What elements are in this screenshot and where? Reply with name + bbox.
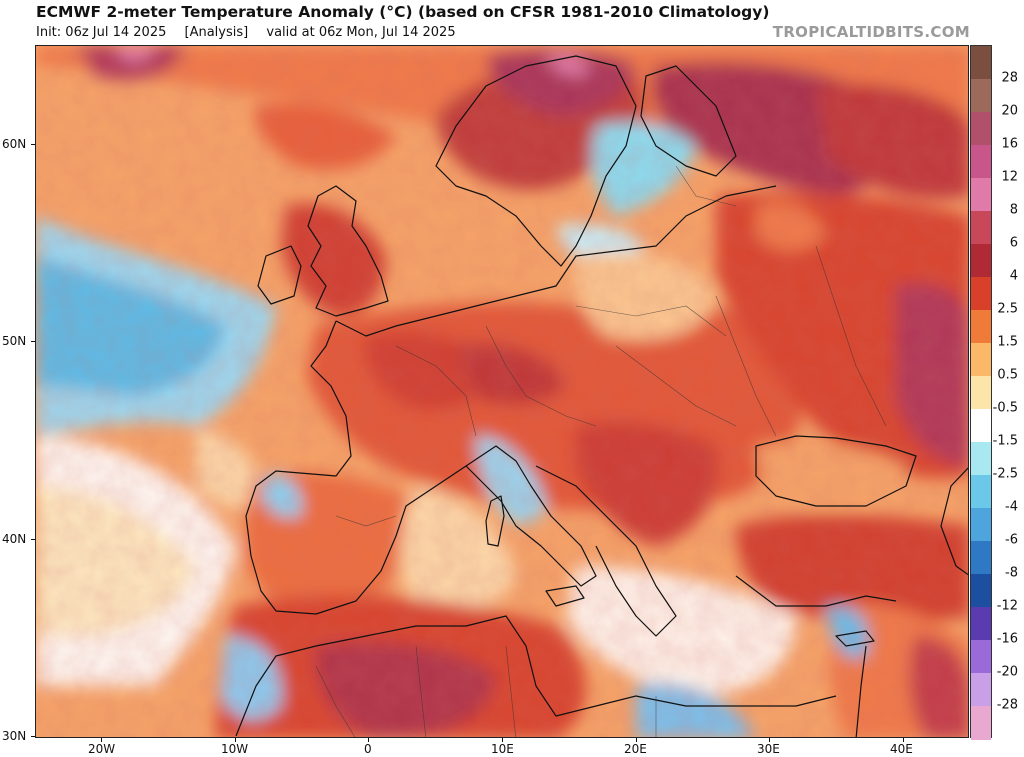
valid-time: valid at 06z Mon, Jul 14 2025 — [266, 25, 456, 40]
colorbar-label: 16 — [1001, 136, 1018, 152]
colorbar-label: 2.5 — [997, 301, 1018, 317]
lon-tick — [636, 738, 637, 742]
colorbar — [970, 45, 992, 740]
colorbar-label: -0.5 — [992, 400, 1018, 416]
colorbar-label: -12 — [996, 598, 1018, 614]
colorbar-cell — [971, 178, 991, 212]
lat-tick — [31, 144, 35, 145]
colorbar-cell — [971, 475, 991, 509]
colorbar-cell — [971, 508, 991, 542]
colorbar-label: 28 — [1001, 70, 1018, 86]
lon-tick — [235, 738, 236, 742]
lat-tick — [31, 341, 35, 342]
colorbar-cell — [971, 343, 991, 377]
colorbar-cell — [971, 607, 991, 641]
lat-label-40n: 40N — [2, 532, 27, 546]
colorbar-cell — [971, 541, 991, 575]
colorbar-label: 8 — [1009, 202, 1018, 218]
colorbar-cell — [971, 211, 991, 245]
colorbar-cell — [971, 145, 991, 179]
lon-label-20w: 20W — [88, 742, 116, 756]
lon-tick — [769, 738, 770, 742]
run-info: Init: 06z Jul 14 2025 [Analysis] valid a… — [36, 25, 470, 40]
lon-label-0: 0 — [364, 742, 372, 756]
lat-label-60n: 60N — [2, 137, 27, 151]
lon-label-10e: 10E — [491, 742, 514, 756]
lon-label-40e: 40E — [890, 742, 913, 756]
colorbar-cell — [971, 79, 991, 113]
colorbar-cell — [971, 310, 991, 344]
map-svg — [36, 46, 968, 737]
lon-tick — [368, 738, 369, 742]
colorbar-label: 6 — [1009, 235, 1018, 251]
colorbar-cell — [971, 574, 991, 608]
colorbar-label: 20 — [1001, 103, 1018, 119]
coastlines — [235, 55, 968, 737]
colorbar-label: -28 — [996, 697, 1018, 713]
lon-label-20e: 20E — [624, 742, 647, 756]
lat-label-50n: 50N — [2, 334, 27, 348]
colorbar-cell — [971, 409, 991, 443]
colorbar-label: 12 — [1001, 169, 1018, 185]
lon-tick — [101, 738, 102, 742]
lat-tick — [31, 736, 35, 737]
colorbar-label: -2.5 — [992, 466, 1018, 482]
run-type: [Analysis] — [184, 25, 249, 40]
colorbar-label: -6 — [1005, 532, 1018, 548]
colorbar-label: -20 — [996, 664, 1018, 680]
colorbar-label: 0.5 — [997, 367, 1018, 383]
colorbar-label: -8 — [1005, 565, 1018, 581]
colorbar-label: 1.5 — [997, 334, 1018, 350]
colorbar-label: -4 — [1005, 499, 1018, 515]
colorbar-cell — [971, 706, 991, 740]
lon-label-10w: 10W — [221, 742, 249, 756]
colorbar-cell — [971, 46, 991, 80]
colorbar-label: -16 — [996, 631, 1018, 647]
lon-tick — [502, 738, 503, 742]
colorbar-cell — [971, 277, 991, 311]
lat-tick — [31, 539, 35, 540]
country-borders — [315, 165, 887, 737]
lon-tick — [903, 738, 904, 742]
colorbar-cell — [971, 244, 991, 278]
lat-label-30n: 30N — [2, 729, 27, 743]
lon-label-30e: 30E — [757, 742, 780, 756]
brand-watermark: TROPICALTIDBITS.COM — [772, 23, 970, 41]
colorbar-cell — [971, 673, 991, 707]
colorbar-label: -1.5 — [992, 433, 1018, 449]
colorbar-label: 4 — [1009, 268, 1018, 284]
colorbar-cell — [971, 376, 991, 410]
chart-title: ECMWF 2-meter Temperature Anomaly (°C) (… — [36, 3, 770, 21]
init-time: Init: 06z Jul 14 2025 — [36, 25, 167, 40]
colorbar-cell — [971, 112, 991, 146]
anomaly-map[interactable] — [35, 45, 969, 738]
colorbar-cell — [971, 640, 991, 674]
colorbar-cell — [971, 442, 991, 476]
texture — [36, 46, 968, 737]
